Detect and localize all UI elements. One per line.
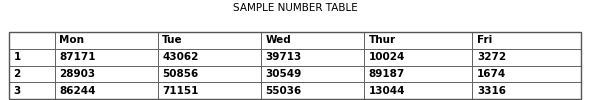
Bar — [261, 49, 363, 66]
Bar — [473, 66, 581, 82]
Bar — [473, 49, 581, 66]
Bar — [55, 32, 158, 49]
Bar — [9, 49, 55, 66]
Bar — [473, 82, 581, 99]
Bar — [55, 49, 158, 66]
Text: 71151: 71151 — [162, 86, 199, 96]
Text: 13044: 13044 — [368, 86, 405, 96]
Text: 87171: 87171 — [60, 52, 96, 62]
Bar — [55, 66, 158, 82]
Bar — [363, 66, 473, 82]
Text: 2: 2 — [14, 69, 21, 79]
Text: 3: 3 — [14, 86, 21, 96]
Text: 86244: 86244 — [60, 86, 96, 96]
Text: 1674: 1674 — [477, 69, 506, 79]
Bar — [158, 32, 261, 49]
Bar — [158, 66, 261, 82]
Text: Tue: Tue — [162, 35, 183, 45]
Text: 50856: 50856 — [162, 69, 199, 79]
Bar — [363, 49, 473, 66]
Text: 28903: 28903 — [60, 69, 96, 79]
Text: 55036: 55036 — [266, 86, 301, 96]
Bar — [9, 66, 55, 82]
Bar — [158, 82, 261, 99]
Text: Thur: Thur — [368, 35, 395, 45]
Text: 89187: 89187 — [368, 69, 405, 79]
Text: 1: 1 — [14, 52, 21, 62]
Text: 39713: 39713 — [266, 52, 301, 62]
Text: Wed: Wed — [266, 35, 291, 45]
Text: Fri: Fri — [477, 35, 493, 45]
Bar — [261, 66, 363, 82]
Bar — [261, 32, 363, 49]
Bar — [9, 32, 55, 49]
Bar — [473, 32, 581, 49]
Text: 3316: 3316 — [477, 86, 506, 96]
Bar — [363, 82, 473, 99]
Bar — [261, 82, 363, 99]
Text: 43062: 43062 — [162, 52, 199, 62]
Bar — [55, 82, 158, 99]
Bar — [363, 32, 473, 49]
Text: 3272: 3272 — [477, 52, 506, 62]
Bar — [158, 49, 261, 66]
Text: 30549: 30549 — [266, 69, 301, 79]
Text: 10024: 10024 — [368, 52, 405, 62]
Bar — [9, 82, 55, 99]
Bar — [9, 32, 581, 99]
Text: Mon: Mon — [60, 35, 84, 45]
Text: SAMPLE NUMBER TABLE: SAMPLE NUMBER TABLE — [232, 3, 358, 13]
